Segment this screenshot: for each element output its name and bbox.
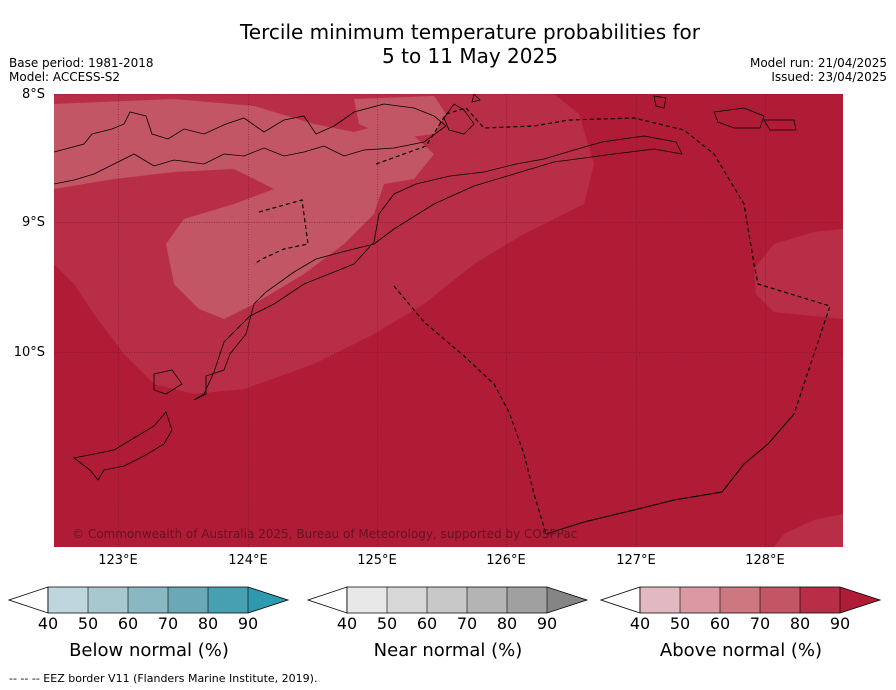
- lon-label-128e: 128°E: [745, 553, 785, 568]
- cbar3-label: Above normal (%): [659, 640, 823, 661]
- cbar2-tick: 60: [416, 614, 438, 633]
- base-period: Base period: 1981-2018: [9, 56, 154, 70]
- cbar2-seg-50: [387, 587, 427, 613]
- chart-title: Tercile minimum temperature probabilitie…: [0, 20, 896, 68]
- cbar2-tick: 70: [456, 614, 478, 633]
- cbar1-tick: 50: [77, 614, 99, 633]
- cbar3-tick: 80: [789, 614, 811, 633]
- colorbar-above-normal: [600, 586, 882, 614]
- cbar1-tick: 60: [117, 614, 139, 633]
- lat-label-8s: 8°S: [21, 87, 45, 102]
- island-w-1: [153, 369, 183, 395]
- island-ne-4: [471, 94, 481, 103]
- cbar1-label: Below normal (%): [69, 640, 229, 661]
- colorbar-below-normal: [8, 586, 290, 614]
- title-line-2: 5 to 11 May 2025: [382, 44, 558, 68]
- meta-right: Model run: 21/04/2025 Issued: 23/04/2025: [750, 56, 887, 84]
- lon-label-127e: 127°E: [616, 553, 656, 568]
- eez-footer-note: -- -- -- EEZ border V11 (Flanders Marine…: [9, 672, 318, 685]
- cbar1-tick: 40: [37, 614, 59, 633]
- cbar1-seg-60: [128, 587, 168, 613]
- cbar2-label: Near normal (%): [373, 640, 523, 661]
- cbar3-seg-60: [720, 587, 760, 613]
- cbar3-seg-50: [680, 587, 720, 613]
- band-80-90-south: [774, 514, 843, 547]
- cbar1-seg-under: [8, 586, 49, 614]
- eez-borders: [253, 107, 831, 535]
- cbar1-seg-over: [248, 587, 288, 613]
- cbar3-seg-40: [640, 587, 680, 613]
- cbar1-seg-40: [48, 587, 88, 613]
- timor-coast: [193, 135, 683, 401]
- cbar2-seg-over: [547, 587, 587, 613]
- cbar1-seg-80: [208, 587, 248, 613]
- cbar2-seg-80: [507, 587, 547, 613]
- eez-north: [375, 107, 831, 415]
- cbar1-seg-50: [88, 587, 128, 613]
- cbar2-seg-under: [307, 586, 348, 614]
- island-ne-3: [763, 119, 797, 131]
- eez-southeast: [545, 413, 795, 535]
- north-coast-1: [54, 103, 447, 185]
- title-line-1: Tercile minimum temperature probabilitie…: [239, 20, 701, 44]
- cbar3-seg-over: [840, 587, 880, 613]
- eez-timor-west: [253, 199, 309, 265]
- graticule: [54, 94, 843, 547]
- meta-left: Base period: 1981-2018 Model: ACCESS-S2: [9, 56, 154, 84]
- island-ne-2: [713, 107, 765, 129]
- cbar2-seg-40: [347, 587, 387, 613]
- lon-label-125e: 125°E: [357, 553, 397, 568]
- cbar1-tick: 70: [157, 614, 179, 633]
- lon-label-124e: 124°E: [228, 553, 268, 568]
- coastlines: [54, 94, 797, 481]
- cbar3-tick: 90: [829, 614, 851, 633]
- copyright-credit: © Commonwealth of Australia 2025, Bureau…: [72, 527, 578, 541]
- eez-south: [393, 285, 547, 535]
- lon-label-126e: 126°E: [486, 553, 526, 568]
- cbar2-tick: 90: [536, 614, 558, 633]
- band-70-80: [54, 99, 434, 319]
- lon-label-123e: 123°E: [98, 553, 138, 568]
- north-coast-2: [443, 103, 475, 135]
- lat-label-9s: 9°S: [21, 215, 45, 230]
- band-80-90-east: [754, 229, 843, 319]
- cbar2-tick: 50: [376, 614, 398, 633]
- cbar3-seg-70: [760, 587, 800, 613]
- cbar3-seg-80: [800, 587, 840, 613]
- cbar3-seg-under: [600, 586, 641, 614]
- cbar1-tick: 90: [237, 614, 259, 633]
- probability-map: [54, 94, 843, 547]
- model-run: Model run: 21/04/2025: [749, 56, 887, 70]
- cbar2-seg-70: [467, 587, 507, 613]
- colorbar-near-normal: [307, 586, 589, 614]
- cbar1-seg-70: [168, 587, 208, 613]
- lat-label-10s: 10°S: [13, 345, 45, 360]
- island-ne-1: [653, 95, 667, 109]
- cbar2-tick: 80: [496, 614, 518, 633]
- cbar2-seg-60: [427, 587, 467, 613]
- cbar3-tick: 70: [749, 614, 771, 633]
- model-name: Model: ACCESS-S2: [9, 70, 121, 84]
- cbar3-tick: 40: [629, 614, 651, 633]
- band-70-80-north: [354, 96, 446, 139]
- issued-date: Issued: 23/04/2025: [771, 70, 887, 84]
- cbar2-tick: 40: [336, 614, 358, 633]
- cbar1-tick: 80: [197, 614, 219, 633]
- island-sw: [73, 411, 173, 481]
- cbar3-tick: 60: [709, 614, 731, 633]
- cbar3-tick: 50: [669, 614, 691, 633]
